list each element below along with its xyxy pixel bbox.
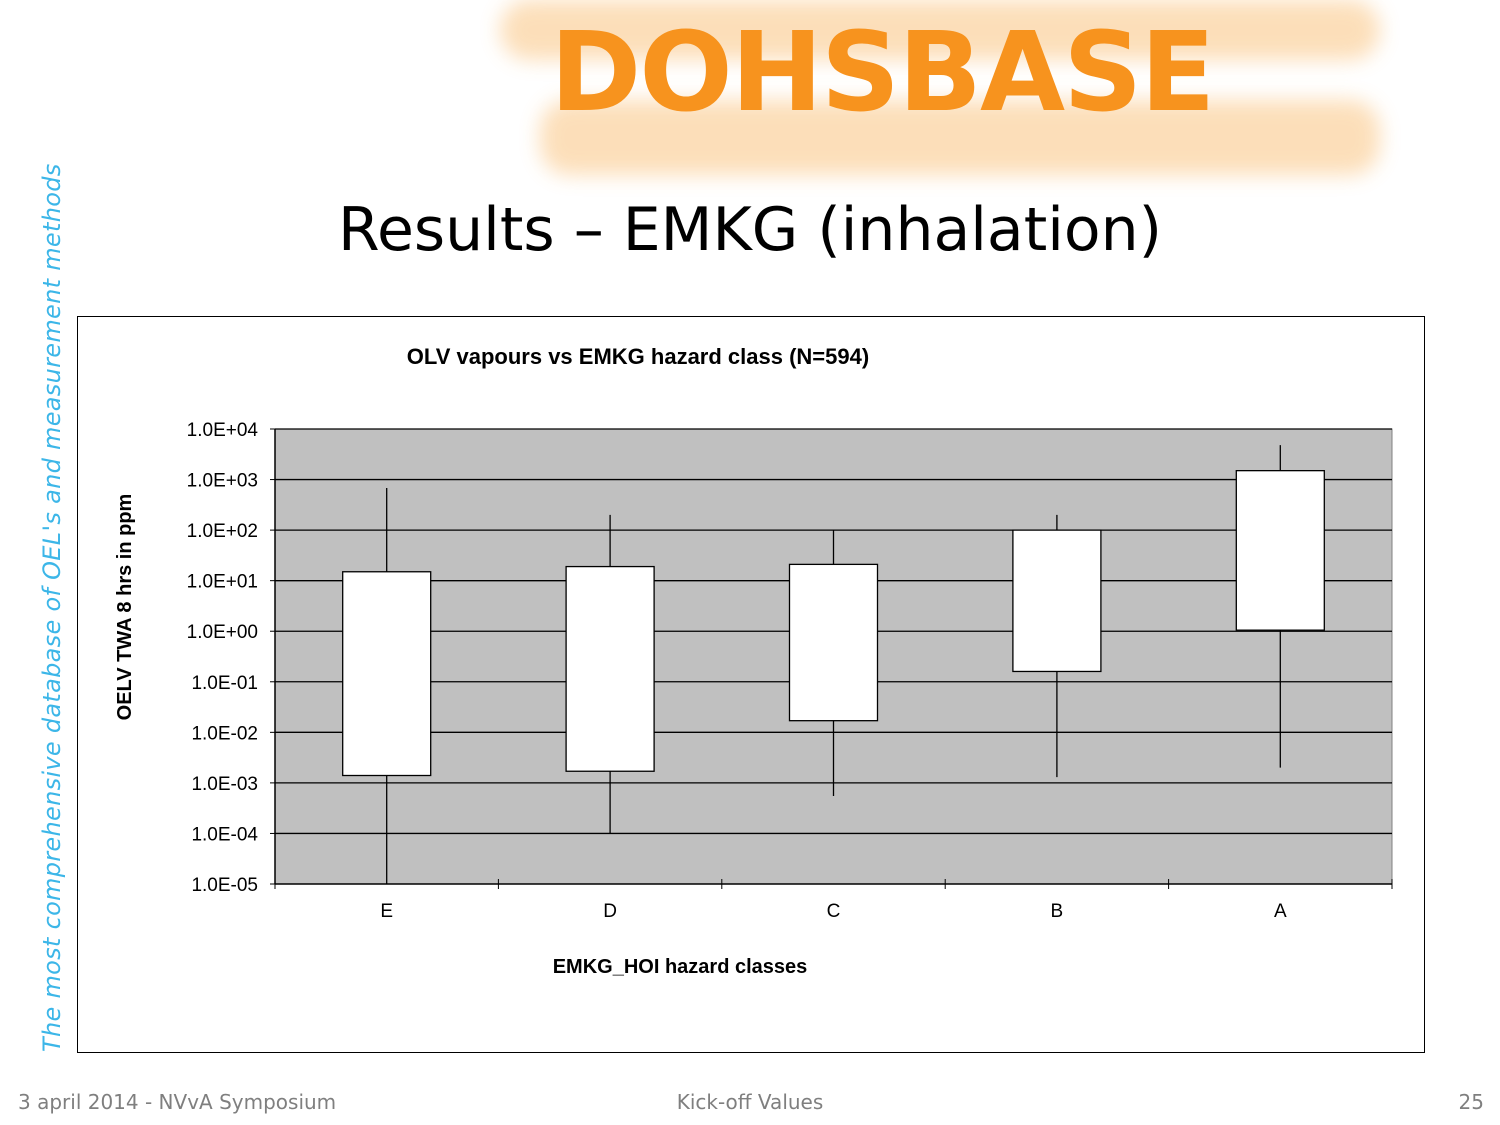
x-tick-label: E <box>380 901 393 922</box>
y-tick-label: 1.0E-03 <box>191 774 258 795</box>
logo-text: DOHSBASE <box>550 8 1215 136</box>
page-number: 25 <box>1458 1090 1484 1114</box>
x-tick-label: D <box>603 901 617 922</box>
box-C <box>788 563 879 722</box>
y-tick-label: 1.0E+01 <box>187 572 258 593</box>
x-axis-label: EMKG_HOI hazard classes <box>553 956 808 978</box>
footer-event: 3 april 2014 - NVvA Symposium <box>18 1090 337 1114</box>
y-tick-label: 1.0E+00 <box>187 622 258 643</box>
chart-title: OLV vapours vs EMKG hazard class (N=594) <box>407 344 869 369</box>
y-tick-label: 1.0E+04 <box>187 420 259 441</box>
x-tick-label: C <box>827 901 841 922</box>
boxplot-chart: OLV vapours vs EMKG hazard class (N=594)… <box>114 344 1393 978</box>
box-B <box>1012 529 1102 673</box>
y-tick-label: 1.0E-02 <box>191 723 258 744</box>
y-tick-label: 1.0E+03 <box>187 471 258 492</box>
y-tick-label: 1.0E-05 <box>191 875 258 896</box>
box-A <box>1235 470 1325 631</box>
box-D <box>565 565 655 772</box>
slide-title: Results – EMKG (inhalation) <box>337 195 1163 265</box>
logo-glow <box>500 0 1380 60</box>
x-tick-label: B <box>1051 901 1064 922</box>
chart-container: OLV vapours vs EMKG hazard class (N=594)… <box>77 316 1425 1053</box>
dohsbase-logo: DOHSBASE <box>480 0 1410 185</box>
y-axis-label: OELV TWA 8 hrs in ppm <box>114 494 136 721</box>
y-tick-label: 1.0E-04 <box>191 824 258 845</box>
box-E <box>342 571 432 777</box>
logo-glow <box>540 100 1380 175</box>
y-tick-label: 1.0E+02 <box>187 521 258 542</box>
side-slogan: The most comprehensive database of OEL's… <box>38 163 66 1052</box>
footer-topic: Kick-off Values <box>676 1090 824 1114</box>
y-tick-label: 1.0E-01 <box>191 673 258 694</box>
x-tick-label: A <box>1274 901 1287 922</box>
